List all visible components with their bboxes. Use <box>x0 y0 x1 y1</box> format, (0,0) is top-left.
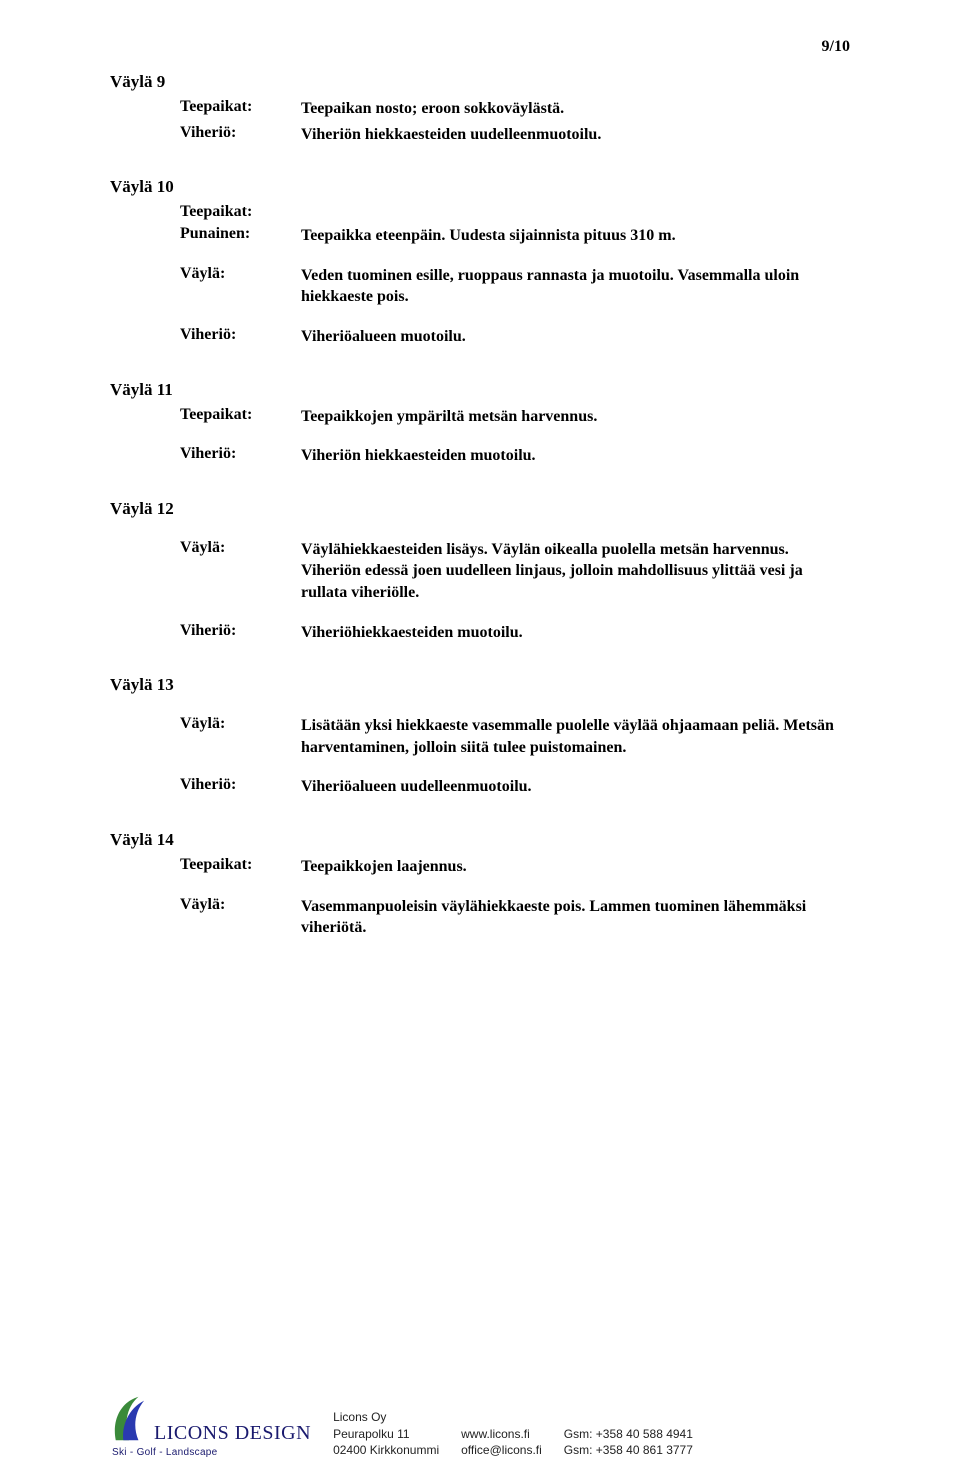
section: Väylä 12 Väylä:Väylähiekkaesteiden lisäys… <box>110 499 850 643</box>
page-number: 9/10 <box>822 38 850 56</box>
field-label: Teepaikat: <box>180 203 301 221</box>
field-row: Viheriö:Viheriöhiekkaesteiden muotoilu. <box>180 622 850 644</box>
field-value: Väylähiekkaesteiden lisäys. Väylän oikea… <box>301 539 850 604</box>
company-logo: LICONS DESIGN Ski - Golf - Landscape <box>110 1393 311 1458</box>
field-row: Punainen:Teepaikka eteenpäin. Uudesta si… <box>180 225 850 247</box>
field-value: Viheriöalueen uudelleenmuotoilu. <box>301 776 850 798</box>
section-title: Väylä 14 <box>110 830 850 850</box>
field-row: Teepaikat:Teepaikan nosto; eroon sokkovä… <box>180 98 850 120</box>
field-row: Väylä:Veden tuominen esille, ruoppaus ra… <box>180 265 850 308</box>
field-value: Teepaikan nosto; eroon sokkoväylästä. <box>301 98 850 120</box>
spacer <box>110 608 850 622</box>
field-row: Teepaikat: <box>180 203 850 221</box>
field-row: Teepaikat:Teepaikkojen laajennus. <box>180 856 850 878</box>
field-row: Viheriö:Viheriöalueen uudelleenmuotoilu. <box>180 776 850 798</box>
footer-line: www.licons.fi <box>461 1426 542 1442</box>
footer-web: www.licons.fi office@licons.fi <box>461 1426 542 1458</box>
logo-subtitle: Ski - Golf - Landscape <box>112 1447 218 1458</box>
spacer <box>110 762 850 776</box>
field-value: Teepaikkojen laajennus. <box>301 856 850 878</box>
spacer <box>110 701 850 715</box>
field-label: Viheriö: <box>180 445 301 463</box>
footer-line: Gsm: +358 40 588 4941 <box>564 1426 693 1442</box>
field-value: Veden tuominen esille, ruoppaus rannasta… <box>301 265 850 308</box>
field-row: Viheriö:Viheriön hiekkaesteiden uudellee… <box>180 124 850 146</box>
section: Väylä 14 Teepaikat:Teepaikkojen laajennus… <box>110 830 850 939</box>
footer-line: office@licons.fi <box>461 1442 542 1458</box>
page-footer: LICONS DESIGN Ski - Golf - Landscape Lic… <box>110 1393 910 1458</box>
field-row: Viheriö:Viheriön hiekkaesteiden muotoilu… <box>180 445 850 467</box>
field-value: Viheriön hiekkaesteiden muotoilu. <box>301 445 850 467</box>
field-value: Lisätään yksi hiekkaeste vasemmalle puol… <box>301 715 850 758</box>
field-label: Väylä: <box>180 265 301 283</box>
section: Väylä 9 Teepaikat:Teepaikan nosto; eroon … <box>110 72 850 145</box>
field-label: Väylä: <box>180 539 301 557</box>
field-value: Viheriön hiekkaesteiden uudelleenmuotoil… <box>301 124 850 146</box>
spacer <box>110 525 850 539</box>
field-label: Teepaikat: <box>180 98 301 116</box>
section-title: Väylä 11 <box>110 380 850 400</box>
footer-line: Peurapolku 11 <box>333 1426 439 1442</box>
field-value: Viheriöhiekkaesteiden muotoilu. <box>301 622 850 644</box>
field-value: Teepaikka eteenpäin. Uudesta sijainnista… <box>301 225 850 247</box>
field-label: Väylä: <box>180 715 301 733</box>
footer-phone: Gsm: +358 40 588 4941 Gsm: +358 40 861 3… <box>564 1426 693 1458</box>
field-row: Väylä:Vasemmanpuoleisin väylähiekkaeste … <box>180 896 850 939</box>
field-label: Viheriö: <box>180 622 301 640</box>
logo-top: LICONS DESIGN <box>110 1393 311 1445</box>
field-value: Viheriöalueen muotoilu. <box>301 326 850 348</box>
field-label: Viheriö: <box>180 326 301 344</box>
section: Väylä 11 Teepaikat:Teepaikkojen ympäriltä… <box>110 380 850 467</box>
field-row: Väylä:Väylähiekkaesteiden lisäys. Väylän… <box>180 539 850 604</box>
spacer <box>110 882 850 896</box>
field-label: Väylä: <box>180 896 301 914</box>
spacer <box>110 312 850 326</box>
section-title: Väylä 9 <box>110 72 850 92</box>
field-value: Vasemmanpuoleisin väylähiekkaeste pois. … <box>301 896 850 939</box>
section-title: Väylä 10 <box>110 177 850 197</box>
field-label: Punainen: <box>180 225 301 243</box>
field-value: Teepaikkojen ympäriltä metsän harvennus. <box>301 406 850 428</box>
field-label: Viheriö: <box>180 124 301 142</box>
footer-address: Licons Oy Peurapolku 11 02400 Kirkkonumm… <box>333 1409 439 1458</box>
field-row: Väylä:Lisätään yksi hiekkaeste vasemmall… <box>180 715 850 758</box>
spacer <box>110 431 850 445</box>
section: Väylä 13 Väylä:Lisätään yksi hiekkaeste v… <box>110 675 850 798</box>
section-title: Väylä 12 <box>110 499 850 519</box>
field-label: Teepaikat: <box>180 856 301 874</box>
section: Väylä 10 Teepaikat: Punainen:Teepaikka ete… <box>110 177 850 347</box>
footer-line: Gsm: +358 40 861 3777 <box>564 1442 693 1458</box>
swoosh-icon <box>110 1393 148 1445</box>
footer-line: 02400 Kirkkonummi <box>333 1442 439 1458</box>
field-label: Teepaikat: <box>180 406 301 424</box>
document-page: 9/10 Väylä 9Teepaikat:Teepaikan nosto; e… <box>0 0 960 1476</box>
spacer <box>110 251 850 265</box>
sections-container: Väylä 9Teepaikat:Teepaikan nosto; eroon … <box>110 72 850 939</box>
logo-name: LICONS DESIGN <box>154 1422 311 1445</box>
field-row: Teepaikat:Teepaikkojen ympäriltä metsän … <box>180 406 850 428</box>
field-row: Viheriö:Viheriöalueen muotoilu. <box>180 326 850 348</box>
footer-line: Licons Oy <box>333 1409 439 1425</box>
section-title: Väylä 13 <box>110 675 850 695</box>
field-label: Viheriö: <box>180 776 301 794</box>
